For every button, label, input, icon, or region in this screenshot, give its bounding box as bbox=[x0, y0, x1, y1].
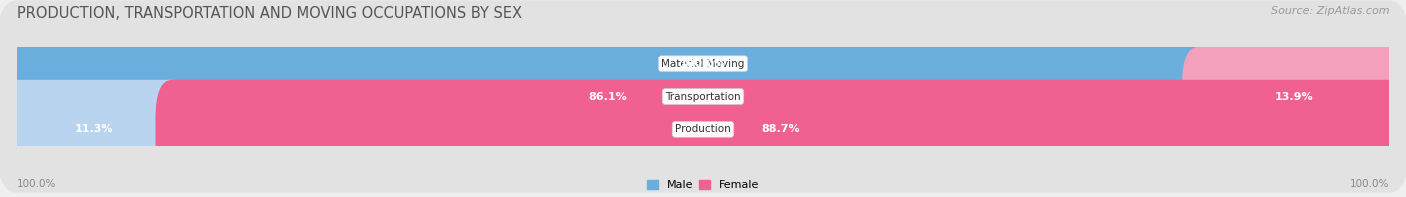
Text: Transportation: Transportation bbox=[665, 92, 741, 101]
Text: Production: Production bbox=[675, 124, 731, 134]
Text: Source: ZipAtlas.com: Source: ZipAtlas.com bbox=[1271, 6, 1389, 16]
Text: 11.3%: 11.3% bbox=[75, 124, 114, 134]
Text: 100.0%: 100.0% bbox=[1350, 179, 1389, 189]
Text: 100.0%: 100.0% bbox=[681, 59, 725, 69]
Text: PRODUCTION, TRANSPORTATION AND MOVING OCCUPATIONS BY SEX: PRODUCTION, TRANSPORTATION AND MOVING OC… bbox=[17, 6, 522, 21]
Text: 86.1%: 86.1% bbox=[588, 92, 627, 101]
Text: 100.0%: 100.0% bbox=[17, 179, 56, 189]
Text: Material Moving: Material Moving bbox=[661, 59, 745, 69]
FancyBboxPatch shape bbox=[0, 33, 1406, 160]
FancyBboxPatch shape bbox=[0, 47, 1215, 146]
Text: 13.9%: 13.9% bbox=[1274, 92, 1313, 101]
Text: 88.7%: 88.7% bbox=[761, 124, 800, 134]
FancyBboxPatch shape bbox=[0, 14, 1406, 113]
FancyBboxPatch shape bbox=[0, 0, 1406, 127]
FancyBboxPatch shape bbox=[1182, 47, 1406, 146]
FancyBboxPatch shape bbox=[0, 80, 188, 179]
FancyBboxPatch shape bbox=[0, 66, 1406, 193]
Legend: Male, Female: Male, Female bbox=[643, 175, 763, 194]
FancyBboxPatch shape bbox=[156, 80, 1406, 179]
